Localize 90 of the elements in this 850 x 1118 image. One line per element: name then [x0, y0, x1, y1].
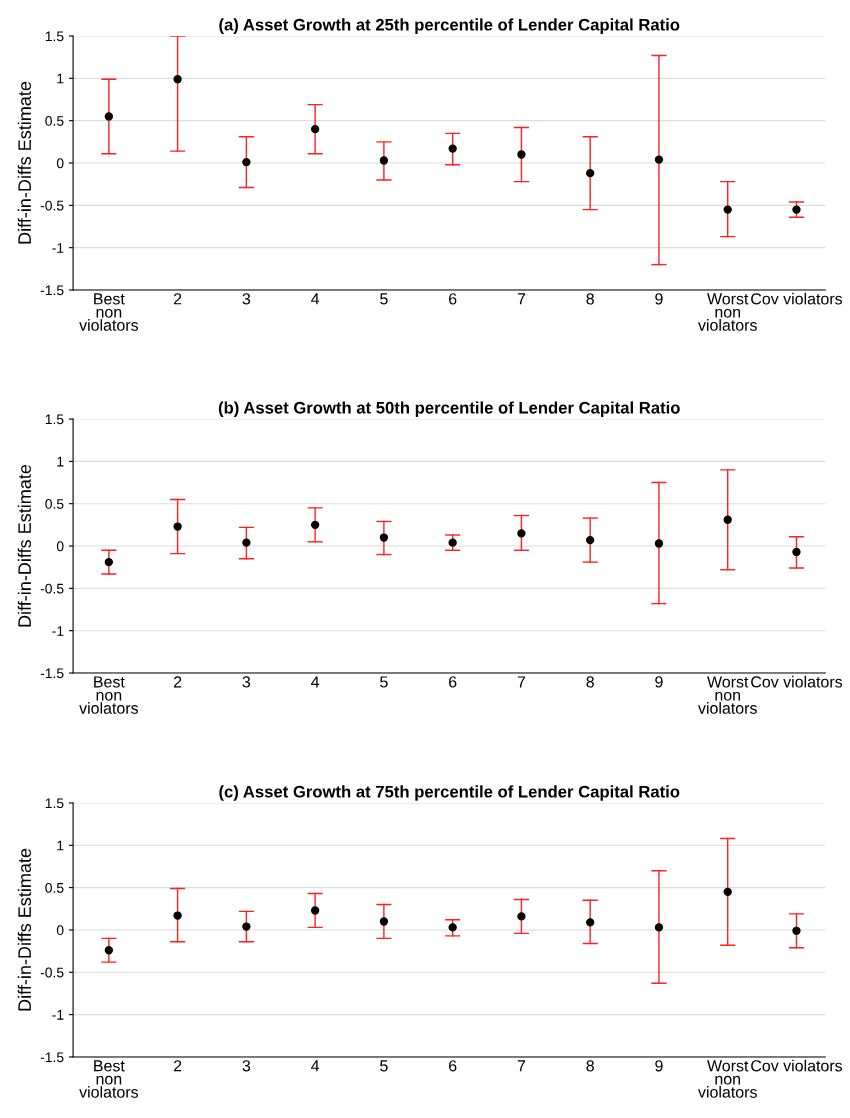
point: [310, 520, 320, 530]
x-tick-label: 2: [173, 676, 182, 688]
chart-title: (b) Asset Growth at 50th percentile of Lender Capital Ratio: [218, 401, 680, 417]
x-tick-label: 6: [449, 293, 457, 305]
x-tick-label: 5: [380, 676, 388, 688]
point: [104, 557, 114, 567]
x-tick-label: 7: [517, 1060, 526, 1072]
x-tick-label: 5: [380, 1060, 388, 1072]
y-tick-label: 0.5: [45, 116, 64, 126]
point: [104, 112, 114, 121]
y-tick-label: 1.5: [45, 798, 64, 809]
point: [586, 168, 595, 178]
y-tick-label: 1: [57, 840, 64, 851]
point: [379, 533, 389, 542]
point: [104, 946, 114, 955]
x-tick-label: Cov violators: [751, 1059, 843, 1072]
y-tick-label: -1: [52, 626, 64, 636]
y-tick-label: 0: [56, 158, 64, 169]
y-tick-label: 0.5: [45, 499, 64, 509]
point: [448, 144, 457, 153]
y-tick-label: -0.5: [40, 583, 64, 594]
x-tick-label: 7: [517, 676, 526, 688]
point: [310, 906, 320, 915]
x-tick-label: 8: [586, 676, 594, 688]
point: [517, 150, 526, 159]
point: [792, 926, 801, 935]
x-tick-label: Best non violators: [79, 676, 139, 714]
y-axis-title: Diff-in-Diffs Estimate: [17, 81, 32, 244]
point: [173, 75, 182, 84]
point: [242, 538, 251, 547]
point: [379, 917, 389, 926]
x-tick-label: 3: [242, 1060, 251, 1072]
point: [448, 923, 457, 932]
y-tick-label: -1.5: [40, 668, 64, 679]
x-tick-label: Best non violators: [79, 293, 139, 331]
y-tick-label: -1.5: [40, 285, 64, 296]
chart-title: (a) Asset Growth at 25th percentile of Lender Capital Ratio: [219, 18, 680, 34]
x-tick-label: 6: [449, 1060, 457, 1072]
x-tick-label: 3: [242, 676, 251, 688]
x-tick-label: 8: [586, 293, 594, 305]
point: [792, 547, 801, 557]
y-tick-label: 1.5: [45, 31, 64, 42]
point: [310, 124, 320, 134]
x-tick-label: 9: [655, 293, 663, 305]
point: [792, 205, 801, 214]
point: [723, 515, 732, 524]
point: [517, 529, 526, 538]
point: [173, 911, 182, 920]
point: [517, 912, 526, 921]
x-tick-label: 4: [311, 676, 320, 688]
x-tick-label: 4: [311, 293, 320, 305]
y-tick-label: 0: [56, 541, 64, 552]
y-tick-label: -0.5: [40, 967, 64, 978]
x-tick-label: 7: [517, 293, 526, 305]
x-tick-label: 8: [586, 1060, 594, 1072]
x-tick-label: 3: [242, 293, 251, 305]
y-tick-label: 1: [57, 73, 64, 84]
x-tick-label: 9: [655, 676, 663, 688]
y-tick-label: -0.5: [40, 200, 64, 211]
point: [654, 539, 664, 548]
y-axis-title: Diff-in-Diffs Estimate: [17, 464, 32, 627]
y-tick-label: 1: [57, 456, 64, 467]
point: [586, 535, 595, 545]
chart-title: (c) Asset Growth at 75th percentile of Lender Capital Ratio: [219, 785, 680, 801]
x-tick-label: Cov violators: [751, 292, 843, 305]
y-tick-label: 1.5: [45, 414, 64, 425]
y-tick-label: -1.5: [40, 1052, 64, 1063]
x-tick-label: Cov violators: [751, 675, 843, 688]
x-tick-label: 9: [655, 1060, 663, 1072]
point: [723, 887, 732, 897]
point: [173, 522, 182, 531]
point: [448, 538, 457, 547]
y-axis-title: Diff-in-Diffs Estimate: [17, 848, 32, 1011]
x-tick-label: Best non violators: [79, 1060, 139, 1098]
x-tick-label: 5: [380, 293, 388, 305]
y-tick-label: -1: [52, 243, 64, 253]
point: [586, 918, 595, 927]
point: [242, 157, 251, 167]
y-tick-label: 0: [56, 925, 64, 936]
x-tick-label: 4: [311, 1060, 320, 1072]
point: [242, 922, 251, 931]
point: [723, 205, 732, 214]
point: [654, 923, 664, 932]
x-tick-label: 2: [173, 1060, 182, 1072]
x-tick-label: 6: [449, 676, 457, 688]
point: [654, 155, 664, 164]
y-tick-label: 0.5: [45, 882, 64, 893]
x-tick-label: 2: [173, 293, 182, 305]
point: [379, 156, 389, 165]
y-tick-label: -1: [52, 1010, 64, 1020]
